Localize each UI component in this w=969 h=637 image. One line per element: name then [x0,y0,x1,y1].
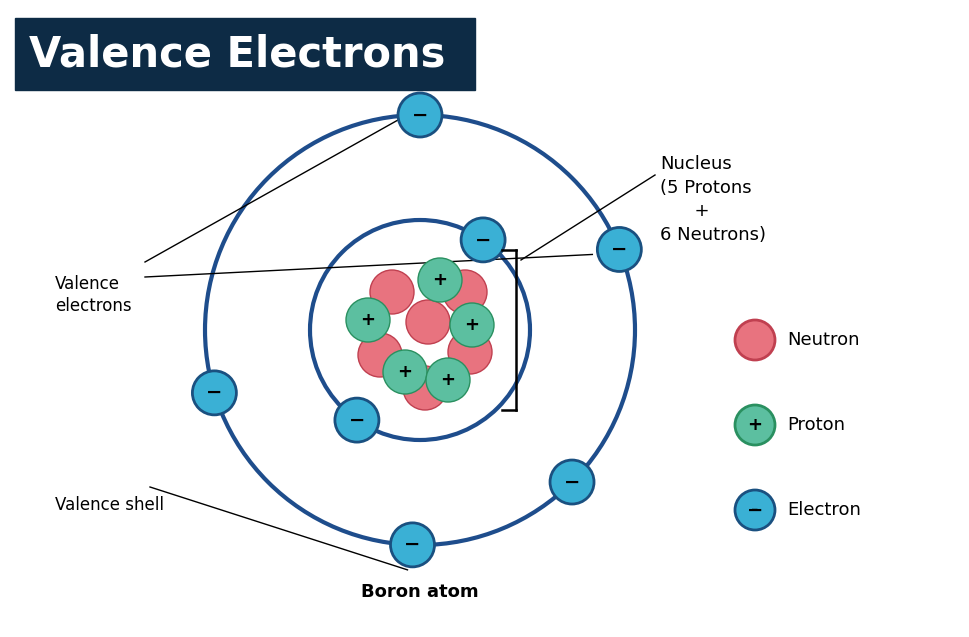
Text: −: − [475,231,490,250]
Text: +: + [440,371,455,389]
Circle shape [334,398,379,442]
Text: Nucleus
(5 Protons
      +
6 Neutrons): Nucleus (5 Protons + 6 Neutrons) [659,155,766,244]
Circle shape [443,270,486,314]
Circle shape [735,490,774,530]
Text: −: − [412,106,427,124]
Circle shape [735,320,774,360]
Text: -: - [750,501,758,519]
Text: −: − [563,473,579,492]
Text: −: − [404,535,421,554]
Circle shape [735,405,774,445]
Text: Neutron: Neutron [786,331,859,349]
Circle shape [358,333,401,377]
Circle shape [549,460,593,504]
Text: Valence Electrons: Valence Electrons [29,33,445,75]
Text: +: + [464,316,479,334]
Circle shape [597,227,641,271]
Circle shape [418,258,461,302]
Text: −: − [349,411,364,429]
Circle shape [406,300,450,344]
Text: −: − [610,240,627,259]
Circle shape [448,330,491,374]
FancyBboxPatch shape [15,18,475,90]
Text: −: − [746,501,763,520]
Text: +: + [747,416,762,434]
Text: Valence
electrons: Valence electrons [55,275,132,315]
Circle shape [425,358,470,402]
Circle shape [192,371,236,415]
Circle shape [450,303,493,347]
Circle shape [397,93,442,137]
Text: Electron: Electron [786,501,860,519]
Circle shape [391,523,434,567]
Text: +: + [432,271,447,289]
Text: Valence shell: Valence shell [55,496,164,514]
Text: +: + [360,311,375,329]
Text: Proton: Proton [786,416,844,434]
Circle shape [346,298,390,342]
Text: −: − [206,383,222,403]
Text: Boron atom: Boron atom [360,583,479,601]
Circle shape [369,270,414,314]
Circle shape [460,218,505,262]
Text: +: + [397,363,412,381]
Circle shape [383,350,426,394]
Circle shape [402,366,447,410]
